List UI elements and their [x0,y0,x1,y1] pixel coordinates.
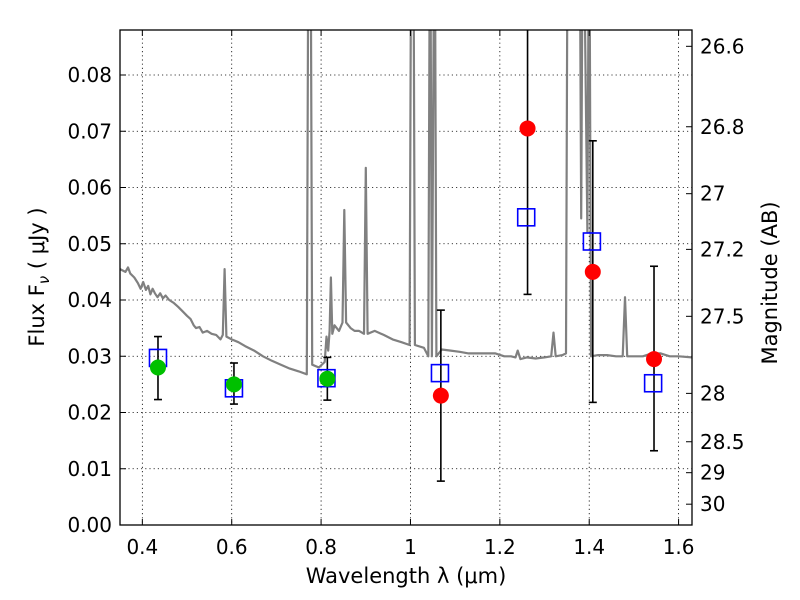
y2-tick-label: 27 [700,182,725,206]
observed-flux-point-red [646,351,663,368]
model-spectrum-line [120,30,692,376]
y-axis-title-unit: ( μJy ) [25,207,49,275]
grid [120,30,692,525]
y-axis-title-subscript: ν [35,276,53,284]
y-tick-label: 0.04 [67,288,112,312]
observed-flux-point-green [149,359,166,376]
y2-tick-label: 28 [700,381,725,405]
observed-point-layer [149,120,663,404]
observed-flux-point-red [432,387,449,404]
y-tick-label: 0.07 [67,119,112,143]
x-tick-label: 1.6 [663,535,695,559]
y2-tick-label: 26.6 [700,34,745,58]
x-tick-label: 1.2 [484,535,516,559]
model-flux-box [582,232,602,251]
x-tick-label: 1 [404,535,417,559]
y-tick-label: 0.06 [67,176,112,200]
x-tick-label: 0.6 [216,535,248,559]
observed-flux-point-red [584,263,601,280]
y-tick-label: 0.02 [67,401,112,425]
y2-tick-label: 28.5 [700,430,745,454]
y2-tick-label: 30 [700,492,725,516]
y-tick-label: 0.01 [67,457,112,481]
observed-flux-point-red [519,120,536,137]
model-flux-box [430,363,450,383]
x-axis-title: Wavelength λ (μm) [306,564,507,588]
y-tick-label: 0.00 [67,513,112,537]
observed-flux-point-green [225,376,242,393]
model-flux-box [516,208,536,227]
y-tick-label: 0.05 [67,232,112,256]
y-axis-title: Flux Fν ( μJy ) [25,207,53,346]
y2-tick-label: 29 [700,461,725,485]
model-flux-box [643,373,663,393]
y2-tick-label: 27.5 [700,304,745,328]
x-tick-label: 1.4 [573,535,605,559]
ticks-layer: 0.4 0.6 0.8 1 1.2 1.4 1.6 0.00 0.01 0.02 0.03 0.04 0… [67,30,745,559]
y2-tick-label: 27.2 [700,237,745,261]
x-tick-label: 0.4 [126,535,158,559]
x-tick-label: 0.8 [305,535,337,559]
y-tick-label: 0.03 [67,344,112,368]
observed-flux-point-green [319,370,336,387]
y2-axis-title: Magnitude (AB) [758,201,782,364]
spectrum-layer [120,30,692,376]
y-axis-title-main: Flux F [25,284,49,346]
y-tick-label: 0.08 [67,63,112,87]
y2-tick-label: 26.8 [700,115,745,139]
plot-frame [119,29,693,526]
